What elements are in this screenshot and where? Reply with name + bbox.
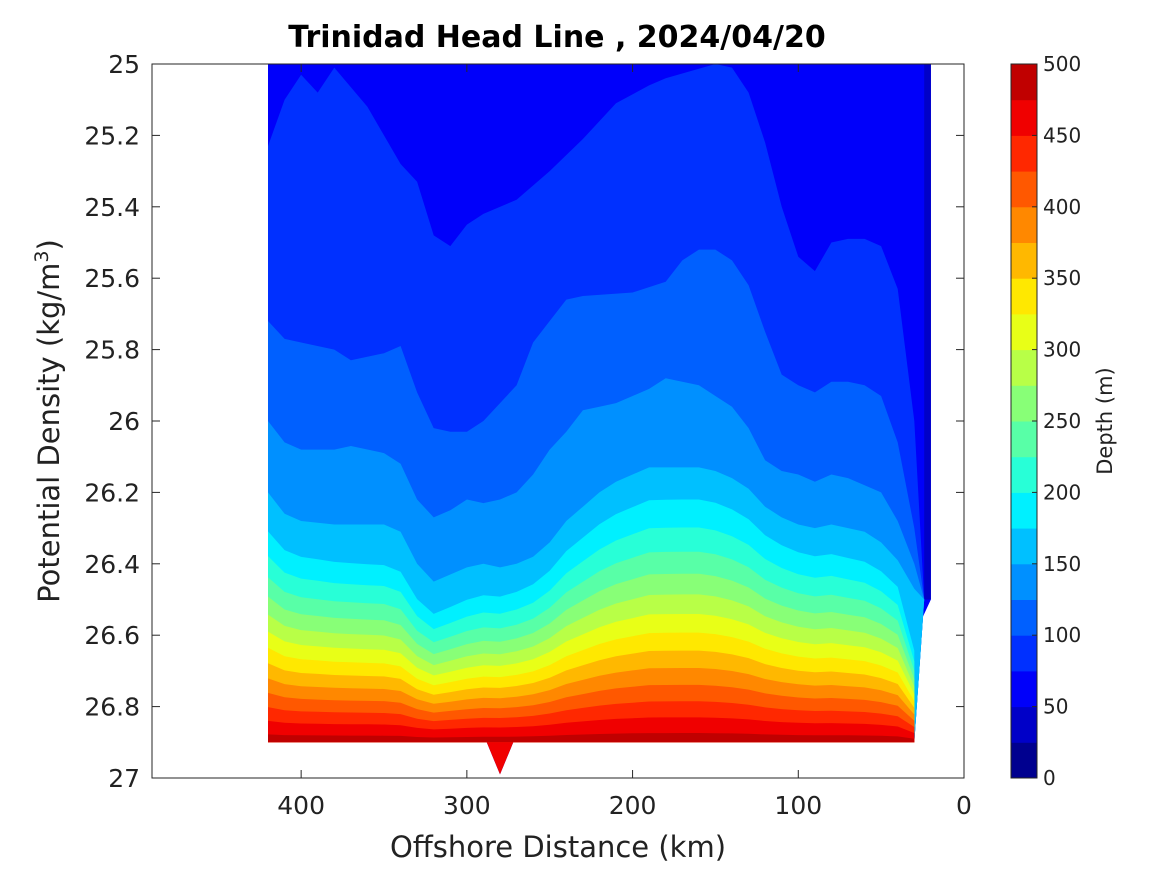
colorbar-tick-label: 0 xyxy=(1043,766,1056,790)
colorbar-band xyxy=(1011,706,1037,743)
colorbar-tick-label: 400 xyxy=(1043,195,1081,219)
colorbar-band xyxy=(1011,635,1037,672)
colorbar-band xyxy=(1011,421,1037,458)
y-tick-label: 26.4 xyxy=(84,550,140,579)
colorbar-band xyxy=(1011,599,1037,636)
colorbar-band xyxy=(1011,456,1037,493)
depth-band-475 xyxy=(268,733,915,743)
colorbar-band xyxy=(1011,742,1037,779)
colorbar-bands xyxy=(1011,64,1037,779)
colorbar-tick-label: 150 xyxy=(1043,552,1081,576)
y-axis-label-suffix: ) xyxy=(32,239,66,250)
colorbar-band xyxy=(1011,563,1037,600)
y-tick-label: 26.6 xyxy=(84,621,140,650)
plot-area: 400 300 200 100 0 25 25.2 25.4 25.6 25.8 26 26.2 26… xyxy=(84,50,972,820)
colorbar-tick-label: 450 xyxy=(1043,123,1081,147)
x-axis-ticks: 400 300 200 100 0 xyxy=(277,64,972,820)
x-tick-label: 200 xyxy=(609,791,657,820)
colorbar-tick-label: 250 xyxy=(1043,409,1081,433)
y-axis-label-prefix: Potential Density (kg/m xyxy=(32,263,66,603)
colorbar-band xyxy=(1011,313,1037,351)
colorbar-tick-label: 50 xyxy=(1043,695,1068,719)
y-axis-label-superscript: 3 xyxy=(31,250,53,262)
y-tick-label: 26 xyxy=(108,407,140,436)
colorbar: 0 50 100 150 200 250 300 350 400 450 500 xyxy=(1010,52,1081,790)
colorbar-band xyxy=(1011,171,1037,208)
y-tick-label: 25.2 xyxy=(84,121,140,150)
colorbar-band xyxy=(1011,385,1037,422)
depth-field xyxy=(268,64,931,775)
colorbar-band xyxy=(1011,278,1037,315)
colorbar-band xyxy=(1011,242,1037,279)
chart-title: Trinidad Head Line , 2024/04/20 xyxy=(288,20,825,55)
depth-band-notch xyxy=(486,742,514,775)
colorbar-band xyxy=(1011,492,1037,529)
y-tick-label: 27 xyxy=(108,764,140,793)
y-tick-label: 25.8 xyxy=(84,336,140,365)
colorbar-ticks: 0 50 100 150 200 250 300 350 400 450 500 xyxy=(1032,52,1081,790)
x-axis-label: Offshore Distance (km) xyxy=(390,830,726,864)
colorbar-tick-label: 350 xyxy=(1043,266,1081,290)
y-tick-label: 25.4 xyxy=(84,193,140,222)
x-tick-label: 0 xyxy=(956,791,972,820)
y-axis-ticks: 25 25.2 25.4 25.6 25.8 26 26.2 26.4 26.6 26.8 27 xyxy=(84,50,964,793)
colorbar-band xyxy=(1011,206,1037,243)
colorbar-band xyxy=(1011,135,1037,172)
colorbar-label: Depth (m) xyxy=(1093,367,1117,474)
colorbar-band xyxy=(1011,99,1037,136)
colorbar-band xyxy=(1011,528,1037,565)
colorbar-tick-label: 300 xyxy=(1043,338,1081,362)
y-axis-label: Potential Density (kg/m3) xyxy=(31,239,66,603)
colorbar-tick-label: 200 xyxy=(1043,480,1081,504)
colorbar-tick-label: 100 xyxy=(1043,623,1081,647)
x-tick-label: 400 xyxy=(277,791,325,820)
colorbar-tick-label: 500 xyxy=(1043,52,1081,76)
y-tick-label: 26.2 xyxy=(84,478,140,507)
depth-band-0-50 xyxy=(924,64,931,600)
colorbar-band xyxy=(1011,670,1037,708)
x-tick-label: 100 xyxy=(774,791,822,820)
y-tick-label: 25 xyxy=(108,50,140,79)
colorbar-band xyxy=(1011,349,1037,386)
x-tick-label: 300 xyxy=(443,791,491,820)
y-tick-label: 26.8 xyxy=(84,693,140,722)
colorbar-band xyxy=(1011,64,1037,101)
y-tick-label: 25.6 xyxy=(84,264,140,293)
